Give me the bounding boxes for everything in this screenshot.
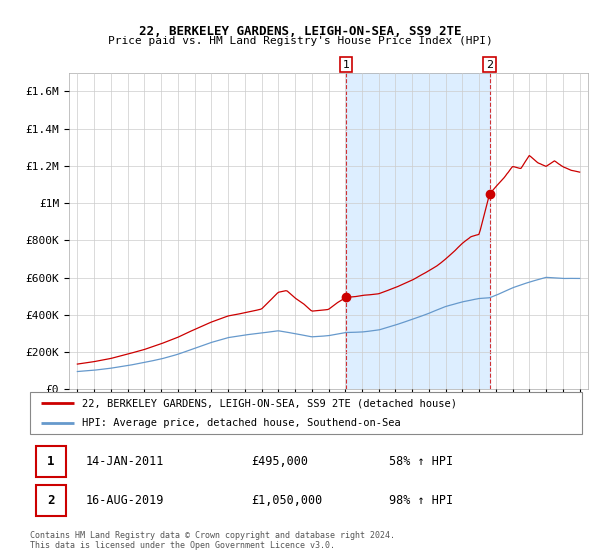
FancyBboxPatch shape (30, 392, 582, 434)
Text: Price paid vs. HM Land Registry's House Price Index (HPI): Price paid vs. HM Land Registry's House … (107, 36, 493, 46)
Text: 1: 1 (47, 455, 55, 468)
Text: 2: 2 (486, 59, 493, 69)
Text: 14-JAN-2011: 14-JAN-2011 (85, 455, 164, 468)
Text: 98% ↑ HPI: 98% ↑ HPI (389, 494, 453, 507)
Text: 16-AUG-2019: 16-AUG-2019 (85, 494, 164, 507)
Text: 22, BERKELEY GARDENS, LEIGH-ON-SEA, SS9 2TE (detached house): 22, BERKELEY GARDENS, LEIGH-ON-SEA, SS9 … (82, 398, 457, 408)
Text: 1: 1 (343, 59, 349, 69)
Text: £495,000: £495,000 (251, 455, 308, 468)
Text: Contains HM Land Registry data © Crown copyright and database right 2024.: Contains HM Land Registry data © Crown c… (30, 531, 395, 540)
FancyBboxPatch shape (35, 485, 66, 516)
Text: 22, BERKELEY GARDENS, LEIGH-ON-SEA, SS9 2TE: 22, BERKELEY GARDENS, LEIGH-ON-SEA, SS9 … (139, 25, 461, 38)
Text: 58% ↑ HPI: 58% ↑ HPI (389, 455, 453, 468)
Text: £1,050,000: £1,050,000 (251, 494, 322, 507)
Text: This data is licensed under the Open Government Licence v3.0.: This data is licensed under the Open Gov… (30, 541, 335, 550)
Text: HPI: Average price, detached house, Southend-on-Sea: HPI: Average price, detached house, Sout… (82, 418, 401, 428)
FancyBboxPatch shape (35, 446, 66, 477)
Text: 2: 2 (47, 494, 55, 507)
Bar (346, 73, 490, 389)
